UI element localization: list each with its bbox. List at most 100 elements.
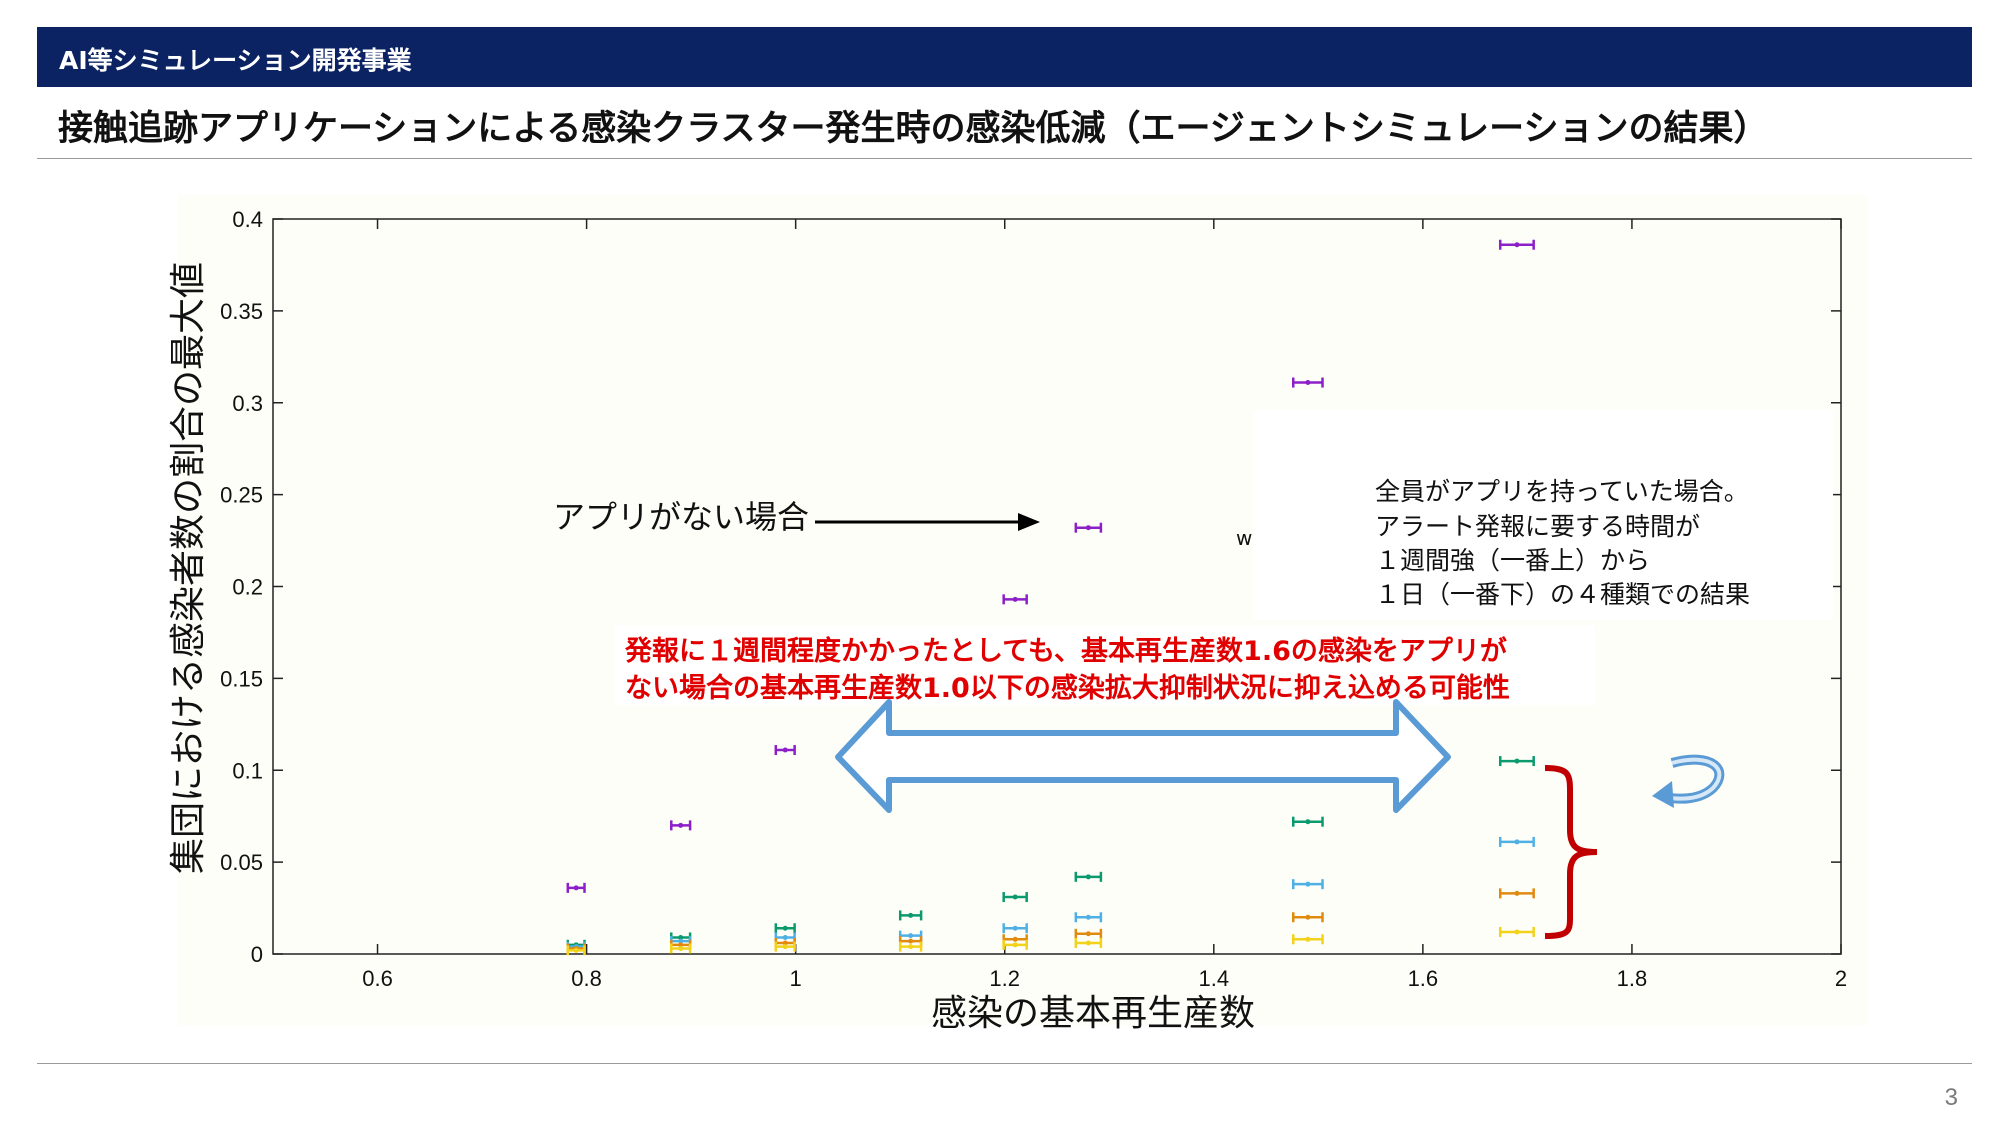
point-marker [678, 942, 684, 948]
series-4 [566, 926, 1535, 956]
point-marker [908, 944, 914, 950]
header-band-label: AI等シミュレーション開発事業 [59, 46, 412, 75]
stray-mark: w [1236, 526, 1252, 550]
data-point [898, 941, 923, 952]
y-axis-ticks: 0 0.05 0.1 0.15 0.2 0.25 0.3 0.35 0.4 [220, 207, 1841, 967]
data-point [774, 941, 796, 952]
point-marker [782, 944, 788, 950]
x-tick-label: 0.6 [362, 966, 393, 991]
x-axis-title: 感染の基本再生産数 [931, 993, 1255, 1034]
point-marker [573, 947, 579, 953]
data-point [1074, 522, 1103, 533]
x-tick-label: 1.2 [989, 966, 1020, 991]
x-tick-label: 1.6 [1408, 966, 1439, 991]
x-tick-label: 0.8 [571, 966, 602, 991]
all-app-line-3: １週間強（一番上）から [1375, 546, 1650, 575]
y-tick-label: 0.35 [220, 299, 263, 324]
data-point [1002, 923, 1028, 934]
red-note-line-2: ない場合の基本再生産数1.0以下の感染拡大抑制状況に抑え込める可能性 [625, 672, 1510, 704]
y-tick-label: 0.3 [232, 391, 263, 416]
all-app-line-2: アラート発報に要する時間が [1375, 512, 1700, 541]
point-marker [782, 940, 788, 946]
point-marker [1305, 380, 1311, 386]
data-point [1291, 912, 1324, 923]
data-point [1291, 934, 1324, 945]
point-marker [1085, 874, 1091, 880]
no-app-arrow-head [1018, 513, 1040, 531]
curved-arrow-icon [1652, 754, 1725, 808]
data-point [774, 745, 796, 756]
x-tick-label: 2 [1835, 966, 1847, 991]
point-marker [1085, 525, 1091, 531]
data-point [1074, 928, 1103, 939]
y-tick-label: 0.4 [232, 207, 263, 232]
data-point [566, 945, 586, 956]
x-axis-ticks: 0.6 0.8 1 1.2 1.4 1.6 1.8 2 [362, 219, 1847, 991]
y-tick-label: 0.05 [220, 850, 263, 875]
point-marker [1514, 839, 1520, 845]
data-point [1498, 888, 1535, 899]
point-marker [1012, 894, 1018, 900]
y-tick-label: 0.1 [232, 758, 263, 783]
point-marker [1514, 242, 1520, 248]
all-app-line-1: 全員がアプリを持っていた場合。 [1375, 477, 1749, 506]
data-point [1291, 816, 1324, 827]
data-point [898, 910, 923, 921]
data-point [1074, 871, 1103, 882]
point-marker [908, 933, 914, 939]
data-point [1002, 594, 1028, 605]
annotation-panel [1253, 410, 1833, 620]
page-title: 接触追跡アプリケーションによる感染クラスター発生時の感染低減（エージェントシミュ… [58, 109, 1769, 149]
point-marker [1305, 936, 1311, 942]
point-marker [573, 885, 579, 891]
data-point [1498, 836, 1535, 847]
data-point [1074, 912, 1103, 923]
data-point [1291, 377, 1324, 388]
right-curly-brace [1544, 765, 1598, 939]
x-tick-label: 1.8 [1617, 966, 1648, 991]
point-marker [782, 747, 788, 753]
footer-divider [37, 1063, 1972, 1064]
point-marker [1514, 929, 1520, 935]
point-marker [1085, 931, 1091, 937]
title-divider [37, 158, 1972, 159]
x-tick-label: 1 [790, 966, 802, 991]
data-point [566, 882, 586, 893]
point-marker [1305, 914, 1311, 920]
point-marker [1085, 914, 1091, 920]
red-note-background [615, 625, 1595, 705]
point-marker [1012, 596, 1018, 602]
y-tick-label: 0.25 [220, 483, 263, 508]
header-band: AI等シミュレーション開発事業 [37, 27, 1972, 87]
double-headed-arrow [835, 699, 1451, 813]
point-marker [1514, 890, 1520, 896]
point-marker [678, 822, 684, 828]
point-marker [908, 938, 914, 944]
point-marker [1514, 758, 1520, 764]
point-marker [1012, 936, 1018, 942]
point-marker [1012, 942, 1018, 948]
data-point [1498, 756, 1535, 767]
point-marker [1305, 819, 1311, 825]
page-number: 3 [1944, 1084, 1958, 1111]
data-point [1002, 892, 1028, 903]
point-marker [1085, 940, 1091, 946]
point-marker [782, 925, 788, 931]
point-marker [1305, 881, 1311, 887]
y-tick-label: 0.2 [232, 575, 263, 600]
point-marker [678, 934, 684, 940]
data-point [1074, 937, 1103, 948]
point-marker [782, 934, 788, 940]
all-app-line-4: １日（一番下）の４種類での結果 [1375, 580, 1750, 609]
data-point [1291, 879, 1324, 890]
series-layer [566, 239, 1535, 956]
point-marker [678, 938, 684, 944]
y-axis-title: 集団における感染者数の割合の最大値 [168, 262, 209, 874]
no-app-label: アプリがない場合 [553, 498, 809, 536]
data-point [1498, 926, 1535, 937]
data-point [670, 820, 692, 831]
data-point [774, 923, 796, 934]
y-tick-label: 0.15 [220, 666, 263, 691]
data-point [1002, 939, 1028, 950]
